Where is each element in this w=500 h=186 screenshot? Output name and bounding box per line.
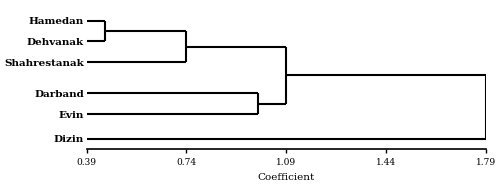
X-axis label: Coefficient: Coefficient <box>258 173 315 182</box>
